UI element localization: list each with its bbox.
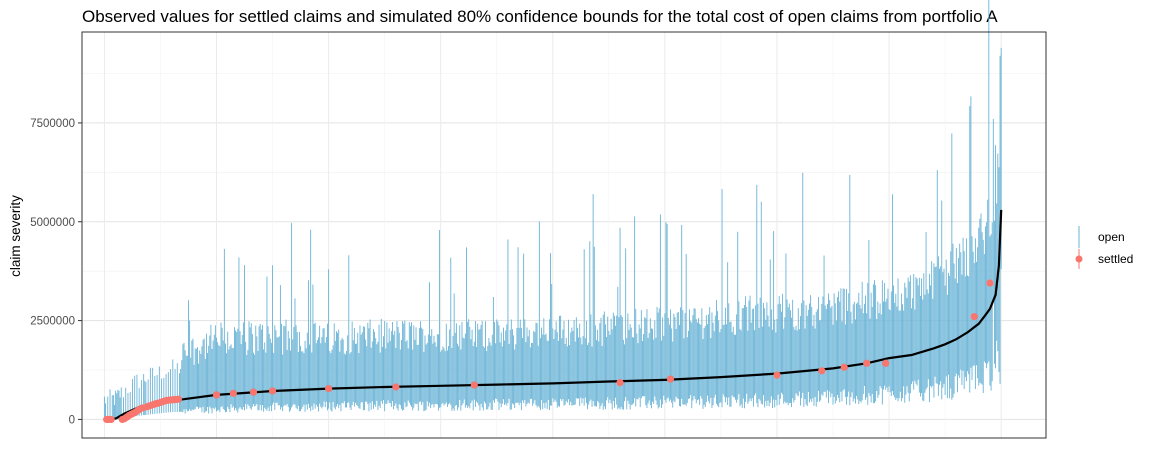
- settled-point: [986, 279, 994, 287]
- y-axis-label: claim severity: [8, 195, 23, 277]
- settled-point: [249, 388, 258, 396]
- y-axis: 0 2500000 5000000 7500000: [30, 118, 82, 426]
- settled-point: [773, 371, 781, 379]
- legend: open settled: [1075, 226, 1133, 269]
- y-tick-label: 5000000: [30, 217, 75, 229]
- panel-border: [81, 31, 1047, 439]
- legend-settled-label: settled: [1098, 252, 1133, 266]
- y-tick-label: 0: [69, 414, 75, 426]
- legend-open-label: open: [1098, 230, 1125, 244]
- settled-point: [882, 359, 890, 367]
- settled-point: [212, 391, 221, 399]
- settled-point: [392, 383, 400, 391]
- settled-point: [174, 395, 182, 403]
- settled-point: [616, 379, 624, 387]
- settled-points: [103, 279, 994, 424]
- settled-point: [107, 415, 115, 424]
- settled-point: [818, 367, 826, 375]
- chart-title: Observed values for settled claims and s…: [82, 7, 998, 26]
- y-tick-label: 7500000: [30, 118, 75, 130]
- settled-point: [863, 359, 871, 367]
- settled-point: [666, 375, 675, 383]
- legend-settled-key: [1075, 255, 1083, 263]
- settled-point: [229, 389, 237, 397]
- y-tick-label: 2500000: [30, 316, 75, 328]
- settled-point: [325, 384, 333, 393]
- settled-point: [970, 313, 978, 321]
- settled-point: [268, 387, 277, 395]
- settled-point: [840, 363, 848, 371]
- settled-point: [470, 381, 478, 389]
